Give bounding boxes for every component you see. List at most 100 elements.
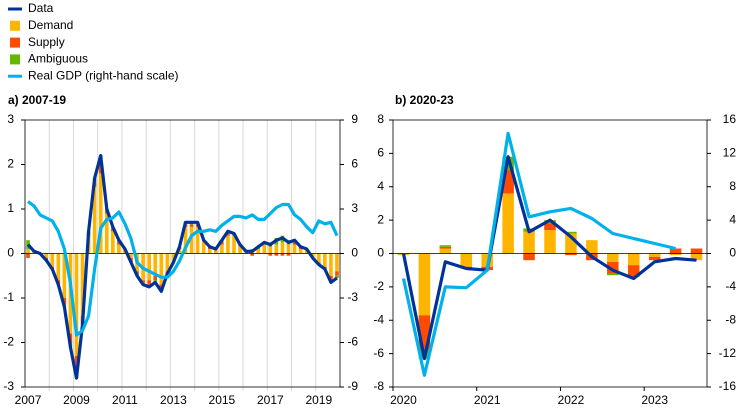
x-tick-label: 2007 [15,393,42,407]
legend-swatch [10,20,20,31]
bar-segment [627,265,640,277]
bar-segment [171,253,176,263]
bar-segment [280,253,285,256]
bar-segment [74,355,79,370]
y2-tick-label: -16 [719,379,737,393]
bar-segment [129,253,133,258]
bar-segment [274,253,279,256]
y-tick-label: 0 [377,246,384,260]
x-tick-label: 2013 [160,393,187,407]
bar-segment [690,253,703,261]
y-tick-label: 2 [377,212,384,226]
bar-segment [439,245,452,247]
bar-segment [195,226,200,254]
bar-segment [62,253,67,298]
panel-title: b) 2020-23 [395,93,454,107]
bar-segment [220,244,224,254]
data-line [26,154,338,380]
bar-segment [298,249,303,254]
y-tick-label: 1 [7,201,14,215]
bar-segment [268,253,273,256]
bar-segment [286,244,291,254]
bar-segment [418,315,431,351]
bar-segment [669,253,682,256]
y-tick-label: -1 [3,290,14,304]
bar-segment [439,248,452,254]
y-tick-label: -4 [373,312,384,326]
bar-segment [544,223,556,231]
bar-segment [80,253,85,316]
bar-segment [607,273,619,276]
bar-segment [274,244,279,254]
bar-segment [56,253,61,281]
bar-segment [502,170,514,194]
gdp-line [27,200,339,337]
y-tick-label: 8 [377,112,384,126]
y2-tick-label: 4 [729,212,736,226]
y-tick-label: 0 [7,246,14,260]
bar-segment [523,253,535,261]
bar-segment [117,242,121,245]
bar-segment [256,249,261,254]
bar-segment [26,249,30,254]
y2-tick-label: -3 [347,290,358,304]
x-tick-label: 2015 [209,393,236,407]
bar-segment [565,231,577,234]
bar-segment [335,271,339,276]
bar-segment [153,253,158,276]
bar-segment [74,253,79,356]
x-tick-label: 2009 [63,393,90,407]
x-tick-label: 2020 [390,393,417,407]
y-tick-label: 4 [377,179,384,193]
bar-segment [323,253,327,267]
bar-segment [226,235,230,254]
bar-segment [159,253,164,285]
bar-segment [502,193,514,254]
bar-segment [280,242,285,254]
y2-tick-label: 16 [723,112,737,126]
y2-tick-label: 0 [729,246,736,260]
y2-tick-label: -12 [719,346,737,360]
bar-segment [214,249,218,254]
y2-tick-label: 8 [729,179,736,193]
bar-segment [111,231,115,254]
legend-label: Demand [28,18,73,32]
bar-segment [286,253,291,256]
bar-segment [544,230,556,254]
bar-segment [565,253,577,256]
y-tick-label: -2 [3,335,14,349]
x-tick-label: 2021 [474,393,501,407]
bar-segment [329,275,333,281]
bar-segment [460,253,473,267]
bar-segment [607,261,619,274]
legend-label: Supply [28,35,65,49]
bar-segment [104,213,109,254]
bar-segment [141,280,145,283]
bar-segment [177,249,182,254]
bar-segment [586,240,598,254]
bar-segment [690,248,703,254]
bar-segment [50,253,55,267]
plot-frame [24,119,341,388]
panel-title: a) 2007-19 [8,93,66,107]
bar-segment [627,253,640,266]
bar-segment [648,256,661,261]
bar-segment [565,233,577,254]
x-tick-label: 2017 [257,393,284,407]
y-tick-label: -6 [373,346,384,360]
bar-segment [232,235,236,254]
legend-swatch [10,54,20,65]
bar-segment [523,231,535,254]
bar-segment [147,280,151,285]
bar-segment [669,248,682,254]
bar-segment [220,242,224,245]
legend-label: Ambiguous [28,52,88,66]
y2-tick-label: 9 [351,112,358,126]
bar-segment [183,226,188,254]
y2-tick-label: 12 [723,146,737,160]
bar-segment [439,246,452,249]
bar-segment [335,253,339,272]
y2-tick-label: -4 [725,279,736,293]
y-tick-label: -8 [373,379,384,393]
